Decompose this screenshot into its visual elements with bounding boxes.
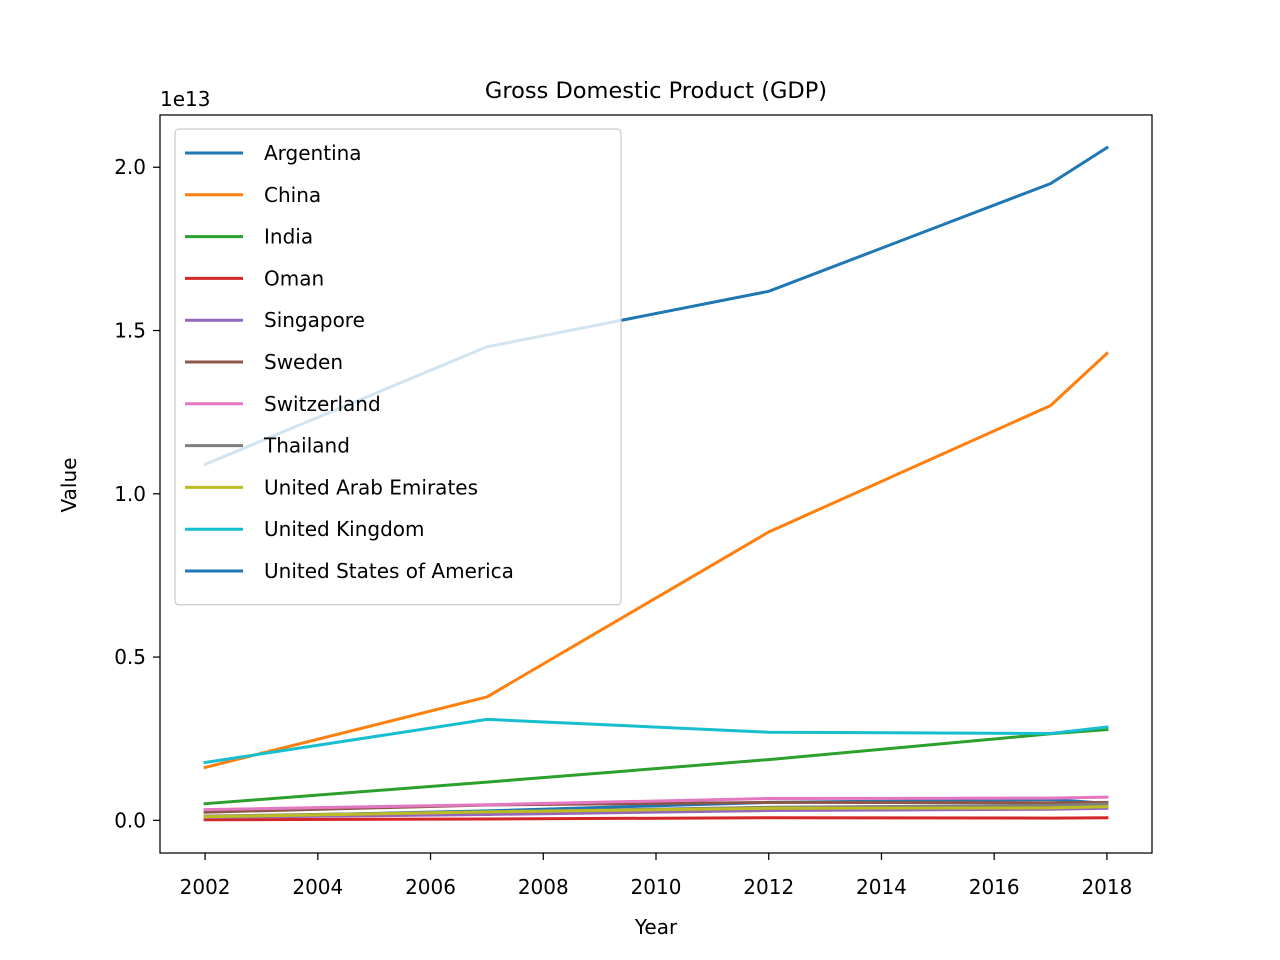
legend-entry-4: Singapore xyxy=(264,308,365,332)
y-tick-label: 1.5 xyxy=(114,319,146,343)
x-tick-label: 2014 xyxy=(856,875,907,899)
legend-entry-10: United States of America xyxy=(264,559,514,583)
legend-entry-7: Thailand xyxy=(263,434,350,458)
series-line-9 xyxy=(203,717,1109,765)
x-tick-label: 2016 xyxy=(969,875,1020,899)
series-line-3 xyxy=(203,816,1109,822)
x-tick-label: 2002 xyxy=(180,875,231,899)
x-tick-label: 2012 xyxy=(743,875,794,899)
x-tick-label: 2004 xyxy=(292,875,343,899)
x-tick-label: 2006 xyxy=(405,875,456,899)
x-tick-label: 2010 xyxy=(631,875,682,899)
x-tick-label: 2008 xyxy=(518,875,569,899)
y-tick-label: 2.0 xyxy=(114,155,146,179)
y-tick-label: 0.5 xyxy=(114,645,146,669)
plot-frame xyxy=(159,114,1153,854)
y-axis-label: Value xyxy=(57,458,81,513)
legend-entry-8: United Arab Emirates xyxy=(264,475,478,499)
y-tick-label: 0.0 xyxy=(114,808,146,832)
y-axis-offset-label: 1e13 xyxy=(160,87,210,111)
chart-title: Gross Domestic Product (GDP) xyxy=(485,78,827,104)
legend-entry-9: United Kingdom xyxy=(264,517,425,541)
legend: Argentina China India Oman Singapore Sweden Sw… xyxy=(174,128,622,606)
legend-entry-5: Sweden xyxy=(264,350,343,374)
series-line-1 xyxy=(203,351,1110,770)
legend-box xyxy=(174,128,622,606)
legend-entry-0: Argentina xyxy=(264,141,362,165)
series-line-6 xyxy=(203,795,1109,812)
y-axis-ticks: 0.0 0.5 1.0 1.5 2.0 xyxy=(114,155,160,832)
x-axis-label: Year xyxy=(634,915,678,939)
y-tick-label: 1.0 xyxy=(114,482,146,506)
plot-area xyxy=(203,145,1110,822)
series-line-8 xyxy=(203,805,1109,819)
legend-entry-2: India xyxy=(264,225,313,249)
legend-entry-1: China xyxy=(264,183,321,207)
legend-entry-3: Oman xyxy=(264,266,324,290)
legend-entry-6: Switzerland xyxy=(264,392,381,416)
x-tick-label: 2018 xyxy=(1081,875,1132,899)
x-axis-ticks: 2002 2004 2006 2008 2010 2012 2014 2016 2018 xyxy=(180,853,1132,899)
